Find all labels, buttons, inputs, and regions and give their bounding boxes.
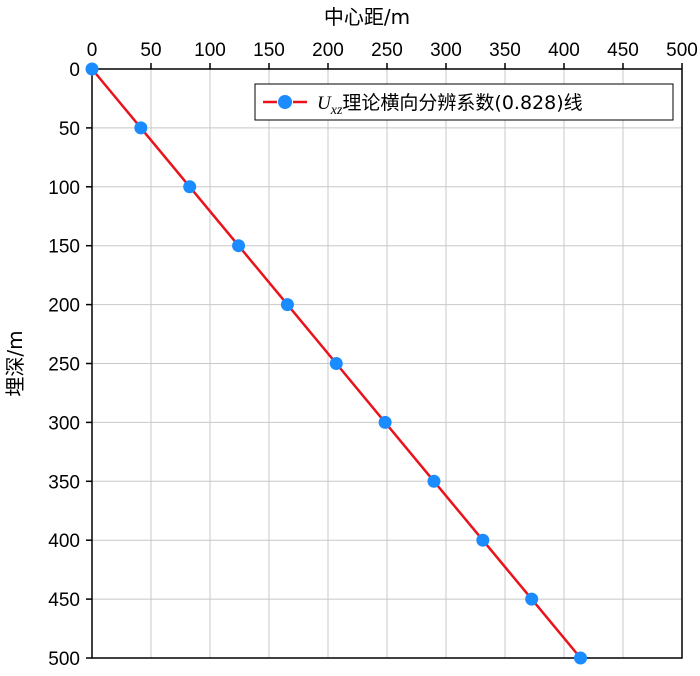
y-tick-label: 50 — [59, 119, 80, 140]
data-point — [427, 474, 441, 488]
x-axis: 0 50 100 150 200 250 300 350 400 450 500 — [87, 40, 698, 69]
x-tick-label: 300 — [430, 40, 462, 61]
data-point — [476, 533, 490, 547]
y-tick-label: 200 — [48, 296, 80, 317]
legend: Uxz理论横向分辨系数(0.828)线 — [254, 83, 674, 121]
y-tick-label: 100 — [48, 178, 80, 199]
data-point — [183, 180, 197, 194]
x-tick-label: 250 — [371, 40, 403, 61]
y-tick-label: 400 — [48, 531, 80, 552]
y-tick-label: 300 — [48, 413, 80, 434]
x-tick-label: 350 — [489, 40, 521, 61]
data-point — [378, 415, 392, 429]
x-tick-label: 150 — [253, 40, 285, 61]
y-tick-label: 150 — [48, 237, 80, 258]
data-point — [525, 592, 539, 606]
data-point — [329, 357, 343, 370]
x-tick-label: 400 — [548, 40, 580, 61]
series-layer — [85, 62, 588, 665]
legend-marker-swatch — [278, 95, 292, 109]
y-tick-label: 250 — [48, 355, 80, 376]
x-axis-title: 中心距/m — [324, 5, 410, 29]
data-point — [85, 62, 99, 76]
y-tick-label: 500 — [48, 649, 80, 670]
y-axis: 0 50 100 150 200 250 300 350 400 450 500 — [48, 60, 92, 670]
legend-subscript: xz — [330, 103, 343, 118]
data-point — [232, 239, 246, 253]
grid — [91, 68, 683, 659]
legend-label: Uxz理论横向分辨系数(0.828)线 — [317, 92, 583, 118]
x-tick-label: 100 — [194, 40, 226, 61]
x-tick-label: 450 — [607, 40, 639, 61]
x-tick-label: 200 — [312, 40, 344, 61]
data-point — [134, 121, 148, 135]
y-tick-label: 350 — [48, 472, 80, 493]
x-tick-label: 50 — [140, 40, 161, 61]
y-tick-label: 450 — [48, 590, 80, 611]
y-tick-label: 0 — [69, 60, 80, 81]
legend-symbol: U — [317, 93, 332, 114]
y-axis-title: 埋深/m — [3, 330, 27, 396]
legend-box — [254, 83, 674, 121]
x-tick-label: 0 — [87, 40, 98, 61]
x-tick-label: 500 — [666, 40, 698, 61]
data-point — [280, 298, 294, 312]
legend-series-text: 理论横向分辨系数(0.828)线 — [342, 92, 582, 114]
data-point — [574, 651, 588, 665]
